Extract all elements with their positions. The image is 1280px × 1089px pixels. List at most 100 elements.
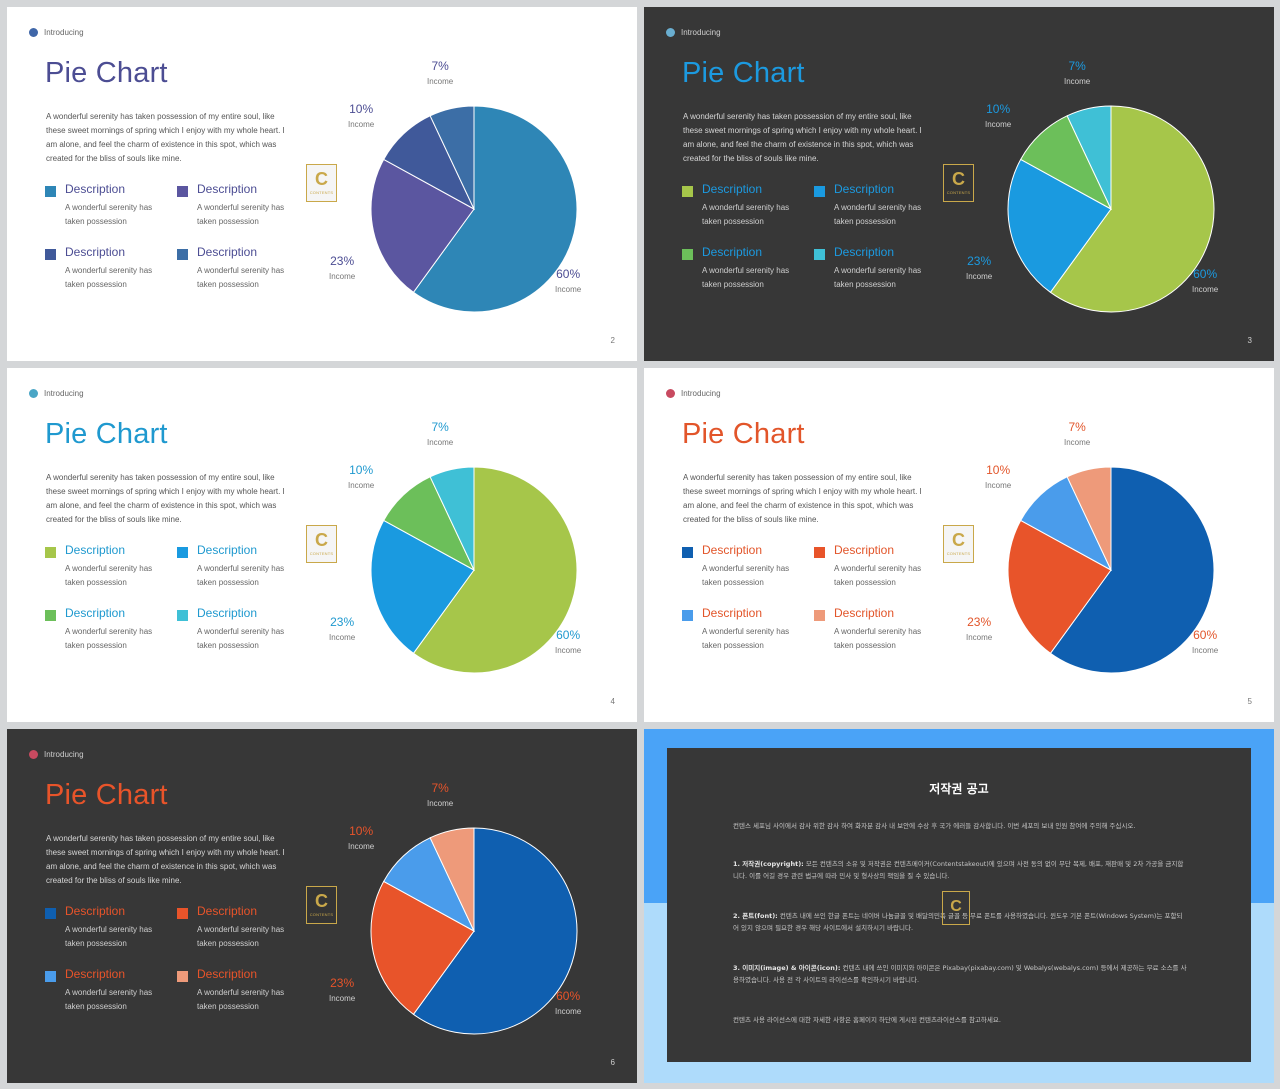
intro-label: Introducing <box>44 389 84 398</box>
description-text: A wonderful serenity has taken possessio… <box>197 266 285 289</box>
slide-4: Introducing Pie Chart A wonderful serenity… <box>7 368 637 722</box>
pie-chart <box>1007 466 1215 674</box>
slide-title: Pie Chart <box>45 779 168 811</box>
description-text: A wonderful serenity has taken possessio… <box>65 564 153 587</box>
copyright-intro: 컨텐스 세포님 사이에서 감사 위한 감사 하여 화자분 감사 내 보안에 수상… <box>733 822 1136 830</box>
pie-value-label: 7% Income <box>427 781 453 808</box>
pie-slice <box>412 466 578 674</box>
intro-dot-icon <box>29 389 38 398</box>
pie-slice <box>429 105 475 210</box>
pie-percent: 10% <box>349 463 374 477</box>
page-number: 4 <box>610 697 615 706</box>
section-3-heading: 3. 이미지(image) & 아이콘(icon): <box>733 964 841 972</box>
pie-slice <box>1049 105 1215 313</box>
legend-swatch <box>682 547 693 558</box>
slide-title: Pie Chart <box>682 57 805 89</box>
description-title: Description <box>65 543 126 557</box>
pie-percent: 23% <box>330 976 355 990</box>
intro-label: Introducing <box>681 28 721 37</box>
description-title: Description <box>834 245 895 259</box>
pie-caption: Income <box>966 633 993 642</box>
intro-label: Introducing <box>681 389 721 398</box>
pie-caption: Income <box>329 633 356 642</box>
legend-swatch <box>177 186 188 197</box>
copyright-section-1: 1. 저작권(copyright): 모든 컨텐츠의 소유 및 저작권은 컨텐츠… <box>733 858 1188 882</box>
pie-caption: Income <box>329 272 356 281</box>
description-title: Description <box>197 606 258 620</box>
pie-caption: Income <box>555 1007 582 1016</box>
description-text: A wonderful serenity has taken possessio… <box>834 627 922 650</box>
body-paragraph: A wonderful serenity has taken possessio… <box>46 834 285 885</box>
pie-caption: Income <box>427 77 454 86</box>
copyright-outro: 컨텐츠 사용 라이선스에 대한 자세한 사항은 홈페이지 하단에 게시된 컨텐츠… <box>733 1016 1001 1024</box>
pie-value-label: 23% Income <box>966 615 992 642</box>
contents-logo: C CONTENTS <box>943 164 974 202</box>
page-number: 5 <box>1247 697 1252 706</box>
description-title: Description <box>702 182 763 196</box>
pie-chart <box>1007 105 1215 313</box>
pie-caption: Income <box>985 120 1012 129</box>
body-paragraph: A wonderful serenity has taken possessio… <box>46 473 285 524</box>
page-number: 2 <box>610 336 615 345</box>
pie-caption: Income <box>427 799 454 808</box>
slide-5: Introducing Pie Chart A wonderful serenity… <box>644 368 1274 722</box>
description-text: A wonderful serenity has taken possessio… <box>65 266 153 289</box>
legend-swatch <box>814 547 825 558</box>
legend-swatch <box>814 610 825 621</box>
description-text: A wonderful serenity has taken possessio… <box>702 266 790 289</box>
logo-text: CONTENTS <box>309 912 334 917</box>
pie-percent: 10% <box>986 102 1011 116</box>
intro-label-row: Introducing <box>666 389 721 398</box>
copyright-section-2: 2. 폰트(font): 컨텐츠 내에 쓰인 한글 폰트는 네이버 나눔글꼴 및… <box>733 910 1188 934</box>
pie-caption: Income <box>985 481 1012 490</box>
description-text: A wonderful serenity has taken possessio… <box>834 564 922 587</box>
pie-percent: 23% <box>330 615 355 629</box>
pie-percent: 60% <box>556 989 581 1003</box>
section-3-text: 컨텐츠 내에 쓰인 이미지와 아이콘은 Pixabay(pixabay.com)… <box>733 964 1187 984</box>
legend-swatch <box>177 249 188 260</box>
pie-slice <box>1007 519 1112 655</box>
pie-value-label: 10% Income <box>985 463 1011 490</box>
pie-caption: Income <box>1192 646 1219 655</box>
legend-swatch <box>682 249 693 260</box>
pie-percent: 10% <box>349 102 374 116</box>
pie-value-label: 23% Income <box>329 615 355 642</box>
logo-text: CONTENTS <box>946 190 971 195</box>
logo-letter: C <box>952 530 965 550</box>
pie-slice <box>370 519 475 655</box>
description-title: Description <box>834 606 895 620</box>
pie-value-label: 7% Income <box>427 420 453 447</box>
description-title: Description <box>702 606 763 620</box>
pie-caption: Income <box>427 438 454 447</box>
pie-percent: 60% <box>556 267 581 281</box>
pie-percent: 23% <box>967 254 992 268</box>
pie-percent: 7% <box>431 420 449 434</box>
pie-caption: Income <box>1064 438 1091 447</box>
copyright-panel: 저작권 공고 컨텐스 세포님 사이에서 감사 위한 감사 하여 화자분 감사 내… <box>667 748 1251 1062</box>
body-paragraph: A wonderful serenity has taken possessio… <box>46 112 285 163</box>
pie-percent: 7% <box>431 781 449 795</box>
pie-slice <box>412 105 578 313</box>
description-text: A wonderful serenity has taken possessio… <box>197 988 285 1011</box>
description-text: A wonderful serenity has taken possessio… <box>197 627 285 650</box>
pie-percent: 60% <box>556 628 581 642</box>
copyright-logo-letter: C <box>950 898 962 915</box>
pie-percent: 60% <box>1193 628 1218 642</box>
description-text: A wonderful serenity has taken possessio… <box>65 988 153 1011</box>
legend-swatch <box>682 610 693 621</box>
slide-title: Pie Chart <box>682 418 805 450</box>
legend-swatch <box>814 186 825 197</box>
logo-text: CONTENTS <box>946 551 971 556</box>
legend-swatch <box>45 249 56 260</box>
pie-value-label: 60% Income <box>555 989 581 1016</box>
logo-letter: C <box>315 530 328 550</box>
copyright-section-3: 3. 이미지(image) & 아이콘(icon): 컨텐츠 내에 쓰인 이미지… <box>733 962 1188 986</box>
pie-percent: 60% <box>1193 267 1218 281</box>
description-text: A wonderful serenity has taken possessio… <box>197 564 285 587</box>
description-text: A wonderful serenity has taken possessio… <box>65 627 153 650</box>
pie-percent: 10% <box>986 463 1011 477</box>
pie-slice <box>370 158 475 294</box>
legend-swatch <box>177 547 188 558</box>
description-title: Description <box>197 904 258 918</box>
pie-slice <box>1066 466 1112 571</box>
